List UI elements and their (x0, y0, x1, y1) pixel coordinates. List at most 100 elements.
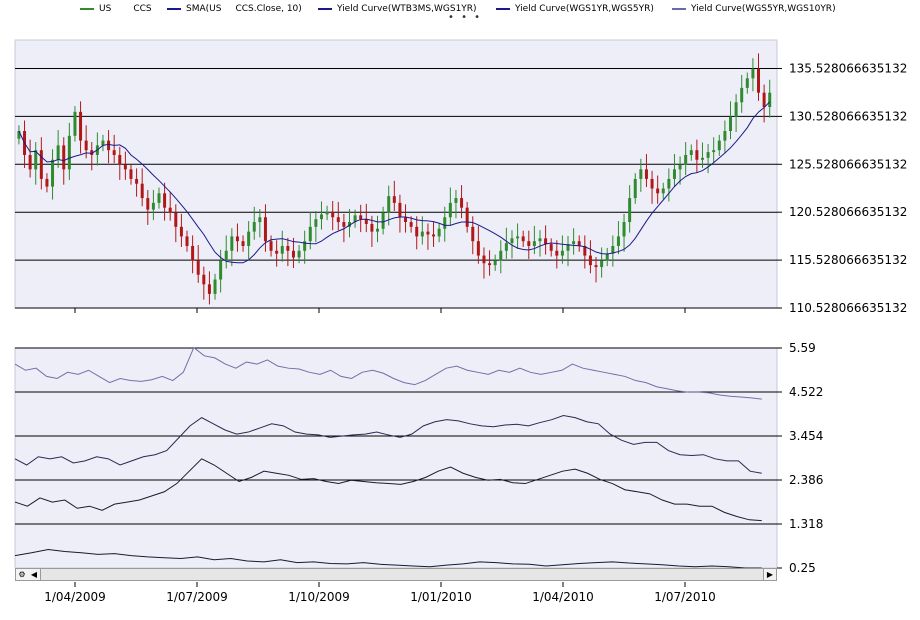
candle-body (79, 111, 83, 141)
candle-body (247, 231, 251, 246)
yield-series-line (14, 415, 762, 474)
candle-body (521, 236, 525, 242)
candle-body (34, 150, 38, 170)
candle-body (689, 150, 693, 155)
candle-body (112, 150, 116, 155)
x-tick-label: 1/04/2009 (44, 590, 106, 604)
legend-label-sma: SMA(US (186, 4, 222, 14)
candle-body (768, 92, 772, 108)
candle-body (510, 238, 514, 244)
candle-body (308, 226, 312, 242)
x-tick-label: 1/10/2009 (288, 590, 350, 604)
candle-body (129, 169, 133, 179)
legend-label-sma-close: CCS.Close, 10) (235, 4, 302, 14)
candle-body (56, 145, 60, 160)
candle-body (409, 222, 413, 227)
candle-body (213, 279, 217, 294)
candle-body (611, 245, 615, 254)
candle-body (364, 219, 368, 224)
yield-y-tick-label: 2.386 (789, 473, 823, 487)
candle-body (583, 245, 587, 256)
legend-item-yc-1y-5y: Yield Curve(WGS1YR,WGS5YR) (496, 4, 654, 14)
price-plot-area (14, 39, 778, 309)
candle-body (90, 150, 94, 155)
candle-body (628, 198, 632, 223)
candle-body (387, 196, 391, 213)
arrow-left-icon[interactable]: ◀ (28, 569, 41, 580)
candle-body (600, 260, 604, 268)
legend-item-us: US CCS (80, 4, 152, 14)
candle-body (762, 92, 766, 108)
candle-body (572, 241, 576, 245)
candle-body (118, 154, 122, 165)
candle-body (146, 198, 150, 210)
candle-body (420, 231, 424, 237)
candle-body (51, 159, 55, 187)
candle-body (107, 140, 111, 151)
candle-body (678, 164, 682, 170)
legend-swatch-sma (167, 8, 181, 10)
candle-body (398, 202, 402, 218)
arrow-right-icon[interactable]: ▶ (763, 569, 776, 580)
legend-swatch-yc-3m-1y (318, 8, 332, 10)
candle-body (544, 238, 548, 245)
legend-label-yc-5y-10y: Yield Curve(WGS5YR,WGS10YR) (691, 4, 836, 14)
candle-body (734, 102, 738, 117)
candle-body (157, 193, 161, 203)
candle-body (174, 212, 178, 227)
candle-body (314, 219, 318, 227)
candle-body (684, 154, 688, 165)
candle-body (347, 222, 351, 227)
candle-body (527, 241, 531, 246)
candle-body (353, 215, 357, 223)
candle-body (476, 241, 480, 256)
candle-body (644, 169, 648, 179)
candle-body (577, 241, 581, 246)
candle-body (140, 183, 144, 199)
candle-body (745, 78, 749, 88)
candle-body (728, 116, 732, 132)
yield-y-tick-label: 0.25 (789, 561, 816, 575)
candle-body (252, 222, 256, 232)
candle-body (499, 250, 503, 261)
candle-body (202, 274, 206, 285)
legend-swatch-us (80, 8, 94, 10)
candle-body (656, 188, 660, 194)
candle-body (67, 135, 71, 170)
candle-body (566, 244, 570, 251)
candle-body (639, 169, 643, 179)
candle-body (224, 250, 228, 261)
candle-body (319, 214, 323, 220)
candle-body (230, 236, 234, 251)
yield-y-tick-label: 4.522 (789, 385, 823, 399)
candle-body (437, 228, 441, 237)
candle-body (196, 260, 200, 275)
candle-body (538, 238, 542, 242)
candle-body (62, 145, 66, 170)
candle-body (17, 131, 21, 139)
candle-body (448, 202, 452, 218)
candle-body (336, 217, 340, 223)
candle-body (532, 241, 536, 246)
candle-body (123, 164, 127, 170)
candle-body (717, 140, 721, 151)
candle-body (415, 226, 419, 237)
more-legend-indicator[interactable]: • • • (448, 12, 483, 23)
yield-y-tick-label: 5.59 (789, 341, 816, 355)
candle-body (560, 250, 564, 256)
price-y-tick-label: 130.528066635132 (789, 109, 907, 123)
candle-body (359, 215, 363, 220)
candle-body (740, 87, 744, 103)
candle-body (331, 211, 335, 218)
candle-body (488, 263, 492, 266)
candle-body (471, 226, 475, 242)
legend: US CCS SMA(US CCS.Close, 10) Yield Curve(W… (0, 0, 920, 23)
candle-body (207, 284, 211, 294)
candle-body (695, 150, 699, 160)
yield-series-line (14, 346, 762, 400)
candle-body (700, 157, 704, 160)
chart-scrollbar[interactable]: ⚙ ◀ ▶ (15, 568, 777, 581)
legend-item-yc-3m-1y: Yield Curve(WTB3MS,WGS1YR) (318, 4, 477, 14)
x-tick-label: 1/07/2009 (166, 590, 228, 604)
yield-series-line (14, 548, 762, 569)
